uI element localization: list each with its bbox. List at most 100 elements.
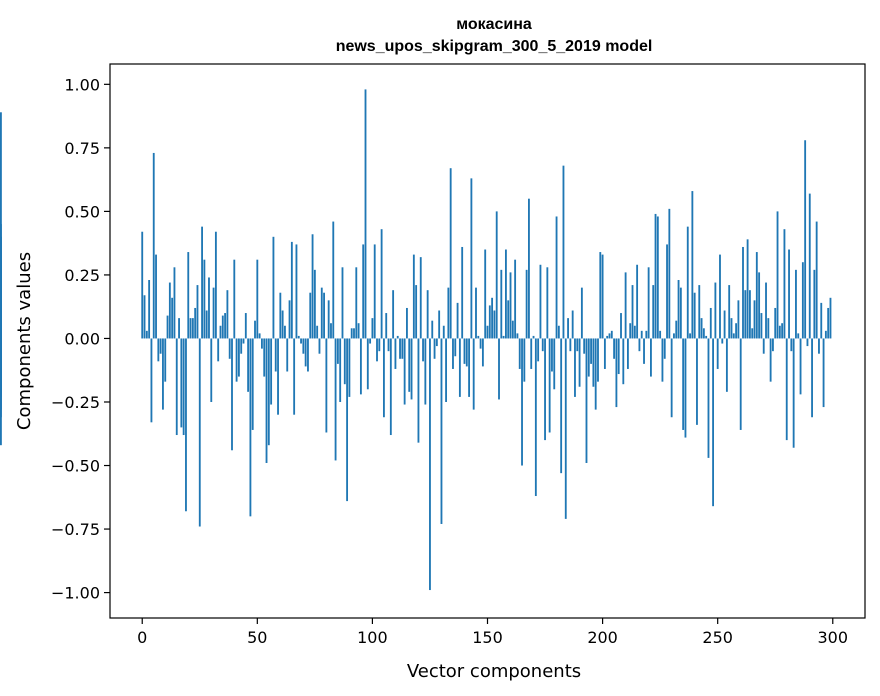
- bar: [719, 254, 721, 339]
- bar: [698, 285, 701, 339]
- bar: [415, 285, 418, 339]
- bar: [606, 335, 609, 339]
- bar: [424, 338, 427, 405]
- bar: [293, 338, 296, 415]
- bar: [783, 229, 786, 339]
- bar: [256, 259, 259, 339]
- bar: [399, 338, 401, 359]
- bar: [528, 198, 530, 339]
- bar: [435, 338, 438, 347]
- bar: [654, 213, 657, 339]
- bar: [767, 318, 770, 339]
- bar: [806, 338, 809, 347]
- bar: [359, 338, 362, 395]
- bar: [366, 338, 369, 390]
- bar: [799, 338, 802, 395]
- bar: [371, 318, 374, 339]
- bar: [472, 338, 475, 410]
- x-axis-label: Vector components: [407, 661, 581, 682]
- bar: [150, 338, 153, 423]
- bar: [196, 285, 199, 339]
- chart-title: мокасина: [456, 16, 532, 33]
- bar: [364, 89, 367, 339]
- bar: [240, 338, 243, 354]
- bar: [696, 338, 698, 425]
- bar: [709, 307, 712, 339]
- y-tick-label: 0.25: [64, 266, 100, 285]
- bar: [772, 338, 774, 352]
- x-tick-label: 250: [702, 628, 733, 647]
- bar: [396, 335, 399, 339]
- bar: [693, 292, 696, 339]
- y-tick-label: 0.50: [64, 202, 100, 221]
- bar: [431, 320, 434, 339]
- bar: [182, 338, 185, 436]
- bar: [663, 338, 666, 359]
- bar: [224, 313, 227, 339]
- bar: [343, 338, 346, 385]
- bar: [261, 338, 263, 349]
- bar: [362, 244, 365, 339]
- bar: [382, 338, 385, 418]
- bar: [523, 338, 526, 382]
- bar: [408, 338, 411, 392]
- bar: [689, 333, 691, 339]
- bar: [417, 338, 420, 443]
- bar: [753, 300, 756, 339]
- bar: [684, 338, 687, 438]
- bar: [148, 280, 151, 339]
- bar: [829, 297, 832, 339]
- bar: [532, 335, 535, 339]
- bar: [728, 285, 731, 339]
- bar: [643, 338, 645, 364]
- bar: [557, 325, 560, 339]
- bar: [601, 254, 604, 339]
- bar: [449, 168, 452, 339]
- bar: [484, 249, 487, 339]
- bar: [228, 338, 231, 359]
- bar: [546, 267, 549, 339]
- bar: [735, 323, 738, 339]
- bar: [603, 338, 606, 369]
- bar: [208, 277, 210, 339]
- bar: [486, 325, 489, 339]
- bar: [801, 262, 804, 339]
- bar: [502, 335, 505, 339]
- bar: [700, 318, 703, 339]
- bar: [762, 338, 765, 354]
- bar: [394, 338, 397, 369]
- y-tick-label: 1.00: [64, 75, 100, 94]
- bar: [203, 259, 206, 339]
- bar: [597, 338, 599, 382]
- bar: [778, 325, 781, 339]
- bar: [525, 269, 528, 339]
- bar: [585, 338, 588, 463]
- bar: [410, 338, 413, 400]
- bar: [824, 330, 827, 339]
- bar: [822, 338, 825, 408]
- bar: [721, 338, 724, 344]
- bar: [748, 290, 751, 339]
- bar: [304, 338, 307, 367]
- y-axis-ticks: 1.00 0.75 0.50 0.25 0.00 −0.25 −0.50 −0.75 −1.00: [51, 75, 110, 603]
- x-tick-label: 50: [247, 628, 267, 647]
- bar: [141, 231, 144, 339]
- bar: [258, 333, 261, 339]
- bar: [661, 338, 664, 382]
- bar: [477, 335, 480, 339]
- bar: [562, 165, 565, 339]
- bar: [578, 338, 581, 387]
- bar: [553, 338, 556, 390]
- bar: [592, 338, 595, 387]
- bar: [456, 302, 459, 339]
- bar: [191, 318, 194, 339]
- bar: [516, 333, 519, 339]
- bar: [376, 338, 378, 362]
- x-tick-label: 100: [357, 628, 388, 647]
- bar: [769, 338, 772, 382]
- bar: [180, 338, 183, 428]
- x-tick-label: 150: [472, 628, 503, 647]
- bar: [403, 338, 406, 405]
- bar: [774, 307, 777, 339]
- bar: [311, 234, 314, 339]
